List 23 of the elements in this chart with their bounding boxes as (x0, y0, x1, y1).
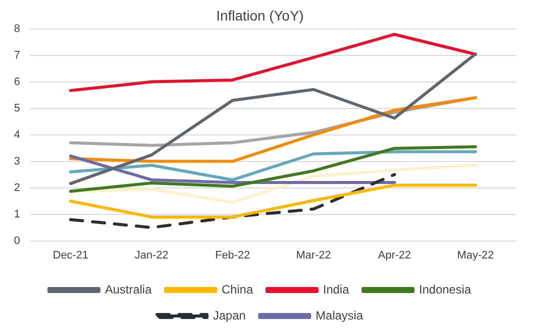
chart-title: Inflation (YoY) (216, 7, 304, 24)
y-tick-label: 0 (14, 234, 20, 247)
x-tick-label: Feb-22 (215, 249, 250, 262)
y-tick-label: 1 (14, 208, 20, 220)
x-tick-label: Jan-22 (134, 249, 168, 262)
x-tick-label: Mar-22 (296, 249, 331, 262)
legend-label: India (322, 282, 350, 296)
legend-label: Japan (212, 308, 246, 322)
y-tick-label: 7 (14, 49, 20, 62)
y-tick-label: 2 (14, 182, 20, 194)
x-tick-label: May-22 (457, 249, 494, 262)
y-tick-label: 4 (14, 128, 20, 141)
x-tick-label: Dec-21 (52, 249, 88, 262)
legend-label: Malaysia (316, 308, 364, 322)
legend-label: China (222, 282, 254, 296)
legend-label: Indonesia (419, 282, 472, 296)
y-tick-label: 5 (14, 102, 20, 114)
line-series (69, 173, 396, 230)
y-tick-label: 6 (14, 76, 20, 88)
x-tick-label: Apr-22 (378, 249, 412, 262)
y-tick-label: 8 (14, 22, 20, 35)
legend-label: Australia (104, 282, 152, 296)
y-tick-label: 3 (14, 155, 20, 168)
